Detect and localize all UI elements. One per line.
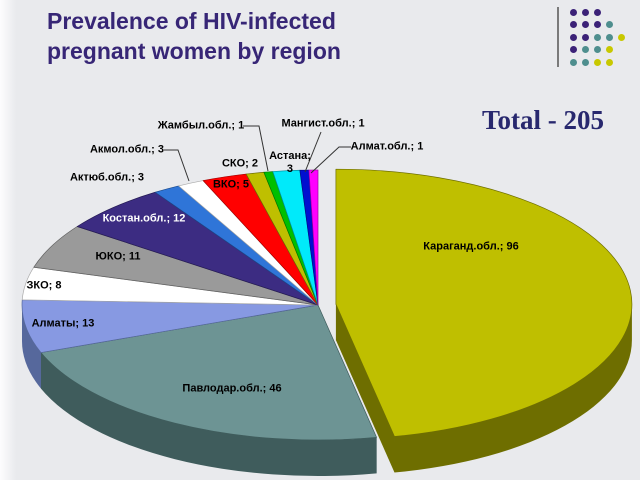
slice-label: ВКО; 5 [212,178,250,191]
decorative-dot [618,33,625,41]
decorative-dot [594,58,601,66]
total-label: Total - 205 [481,105,604,135]
slice-label: Акмол.обл.; 3 [89,143,165,156]
decorative-dot [582,21,589,29]
decorative-dot [594,9,601,16]
decorative-dot [570,46,577,54]
slice-label: Жамбыл.обл.; 1 [157,119,245,132]
decorative-dot [582,46,589,54]
decorative-dot [606,46,613,54]
slice-label: Костан.обл.; 12 [102,212,186,225]
decorative-dot [570,33,577,41]
decorative-dot [594,33,601,41]
label-leader-line [304,131,322,173]
slice-label: Караганд.обл.; 96 [423,240,519,253]
slice-label: Астана; 3 [269,150,311,175]
decorative-dot [570,9,577,16]
slice-label: СКО; 2 [221,157,259,170]
pie-slice-wall [335,304,395,473]
decorative-dot [606,58,613,66]
decorative-dot [606,21,613,29]
slide-title: Prevalence of HIV-infected pregnant wome… [47,6,341,66]
slice-label: Алмат.обл.; 1 [350,140,424,153]
slice-label: Павлодар.обл.; 46 [182,382,282,395]
decorative-dot [582,9,589,16]
title-line-1: Prevalence of HIV-infected [47,8,336,34]
pie-slice-0 [335,168,633,437]
title-line-2: pregnant women by region [47,38,341,64]
pie-slice-rim [22,305,41,389]
pie-slice-rim [40,352,377,476]
pie-slice-rim [394,304,632,473]
slice-label: Мангист.обл.; 1 [281,117,365,130]
decorative-dot [594,46,601,54]
decorative-dot [582,58,589,66]
decorative-divider-line [557,7,559,67]
label-leader-line [164,149,190,182]
pie-slice-2 [21,299,319,353]
decorative-dot [570,21,577,29]
decorative-dot [582,33,589,41]
pie-slice-13 [308,169,319,306]
decorative-dot [570,58,577,66]
pie-slice-1 [40,304,377,441]
slice-label: ЮКО; 11 [95,250,141,263]
slice-label: ЗКО; 8 [26,279,62,292]
decorative-dot [606,33,613,41]
label-leader-line [243,125,269,172]
slice-label: Актюб.обл.; 3 [69,171,145,184]
decorative-dot [594,21,601,29]
label-leader-line [310,146,351,174]
slice-label: Алматы; 13 [31,317,95,330]
